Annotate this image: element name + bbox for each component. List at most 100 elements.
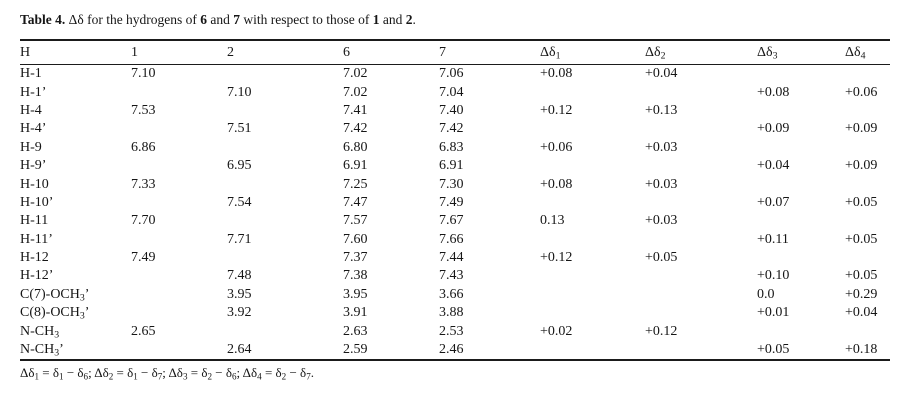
cell: +0.29 [845,286,878,302]
row-label: H-4’ [20,121,47,137]
cell: 6.80 [343,139,368,155]
cell: 7.06 [439,66,464,82]
cell: +0.18 [845,342,878,358]
cell: +0.02 [540,323,573,339]
cell [131,304,227,322]
cell: +0.09 [845,158,878,174]
cell [131,341,227,360]
table-caption: Table 4. Δδ for the hydrogens of 6 and 7… [20,0,890,28]
cell: 7.66 [439,231,464,247]
cell: +0.06 [540,139,573,155]
cell: +0.09 [845,121,878,137]
cell: 6.83 [439,139,464,155]
cell [227,102,343,120]
table-row: H-4 7.53 7.41 7.40 +0.12 +0.13 [20,102,890,120]
cell: 7.10 [227,84,252,100]
cell: 2.65 [131,323,156,339]
cell [227,139,343,157]
cell [540,83,645,101]
cell [845,322,890,340]
cell: 7.51 [227,121,252,137]
caption-segment: and [207,12,234,27]
row-label: H-11’ [20,231,53,247]
cell [757,249,845,267]
cell: 7.10 [131,66,156,82]
cell: 7.40 [439,102,464,118]
cell: +0.08 [540,66,573,82]
table-row: N-CH3’ 2.64 2.59 2.46 +0.05 +0.18 [20,341,890,360]
delta-delta-table: H 1 2 6 7 Δδ1 Δδ2 Δδ3 Δδ4 H-1 7.10 7.02 7.06 +0.08 +0… [20,39,890,362]
table-row: H-10’ 7.54 7.47 7.49 +0.07 +0.05 [20,194,890,212]
cell [845,139,890,157]
cell [645,194,757,212]
cell [540,231,645,249]
cell: 6.91 [343,158,368,174]
cell: 7.37 [343,250,368,266]
row-label: H-1’ [20,84,47,100]
cell [227,249,343,267]
cell: +0.03 [645,139,678,155]
column-header-dd4: Δδ4 [845,44,866,61]
cell: 7.25 [343,176,368,192]
cell: +0.03 [645,176,678,192]
cell [757,175,845,193]
column-header-c7: 7 [439,44,446,60]
cell: 3.88 [439,305,464,321]
cell: +0.10 [757,268,790,284]
row-label: H-1 [20,66,42,82]
caption-segment: 6 [200,12,208,27]
cell: +0.12 [540,102,573,118]
cell: +0.05 [845,231,878,247]
table-footnote: Δδ1 = δ1 − δ6; Δδ2 = δ1 − δ7; Δδ3 = δ2 −… [20,365,314,382]
column-header-c6: 6 [343,44,350,60]
cell: 7.47 [343,194,368,210]
caption-segment: 1 [372,12,380,27]
cell: +0.05 [845,194,878,210]
cell: 7.54 [227,194,252,210]
cell [131,194,227,212]
table-row: H-9’ 6.95 6.91 6.91 +0.04 +0.09 [20,157,890,175]
cell: +0.06 [845,84,878,100]
table-row: H-12’ 7.48 7.38 7.43 +0.10 +0.05 [20,267,890,285]
cell [131,231,227,249]
cell: 7.43 [439,268,464,284]
column-header-dd3: Δδ3 [757,44,778,61]
cell: +0.05 [845,268,878,284]
cell [540,304,645,322]
cell: +0.13 [645,102,678,118]
cell: +0.04 [757,158,790,174]
table-row: H-4’ 7.51 7.42 7.42 +0.09 +0.09 [20,120,890,138]
cell [645,267,757,285]
cell [645,286,757,304]
cell [227,65,343,84]
cell [227,175,343,193]
table-body: H-1 7.10 7.02 7.06 +0.08 +0.04 H-1’ 7.10 7.02 7.0… [20,65,890,361]
cell [645,83,757,101]
cell [131,267,227,285]
cell: 7.41 [343,102,368,118]
column-header-c1: 1 [131,44,138,60]
cell: +0.11 [757,231,789,247]
column-header-dd2: Δδ2 [645,44,666,61]
table-row: H-1 7.10 7.02 7.06 +0.08 +0.04 [20,65,890,84]
cell: 6.95 [227,158,252,174]
cell [845,175,890,193]
cell [131,83,227,101]
cell: +0.05 [645,250,678,266]
row-label: C(8)-OCH3’ [20,305,90,322]
cell: +0.07 [757,194,790,210]
cell [845,249,890,267]
caption-segment: 2 [405,12,413,27]
cell: 3.95 [343,286,368,302]
cell: 2.59 [343,342,368,358]
cell: 6.86 [131,139,156,155]
table-header: H 1 2 6 7 Δδ1 Δδ2 Δδ3 Δδ4 [20,40,890,65]
caption-segment: with respect to those of [240,12,373,27]
table-row: H-9 6.86 6.80 6.83 +0.06 +0.03 [20,139,890,157]
cell: 7.02 [343,66,368,82]
cell: +0.12 [540,250,573,266]
cell: 7.49 [131,250,156,266]
cell [540,194,645,212]
cell: 6.91 [439,158,464,174]
column-header-h: H [20,44,31,60]
